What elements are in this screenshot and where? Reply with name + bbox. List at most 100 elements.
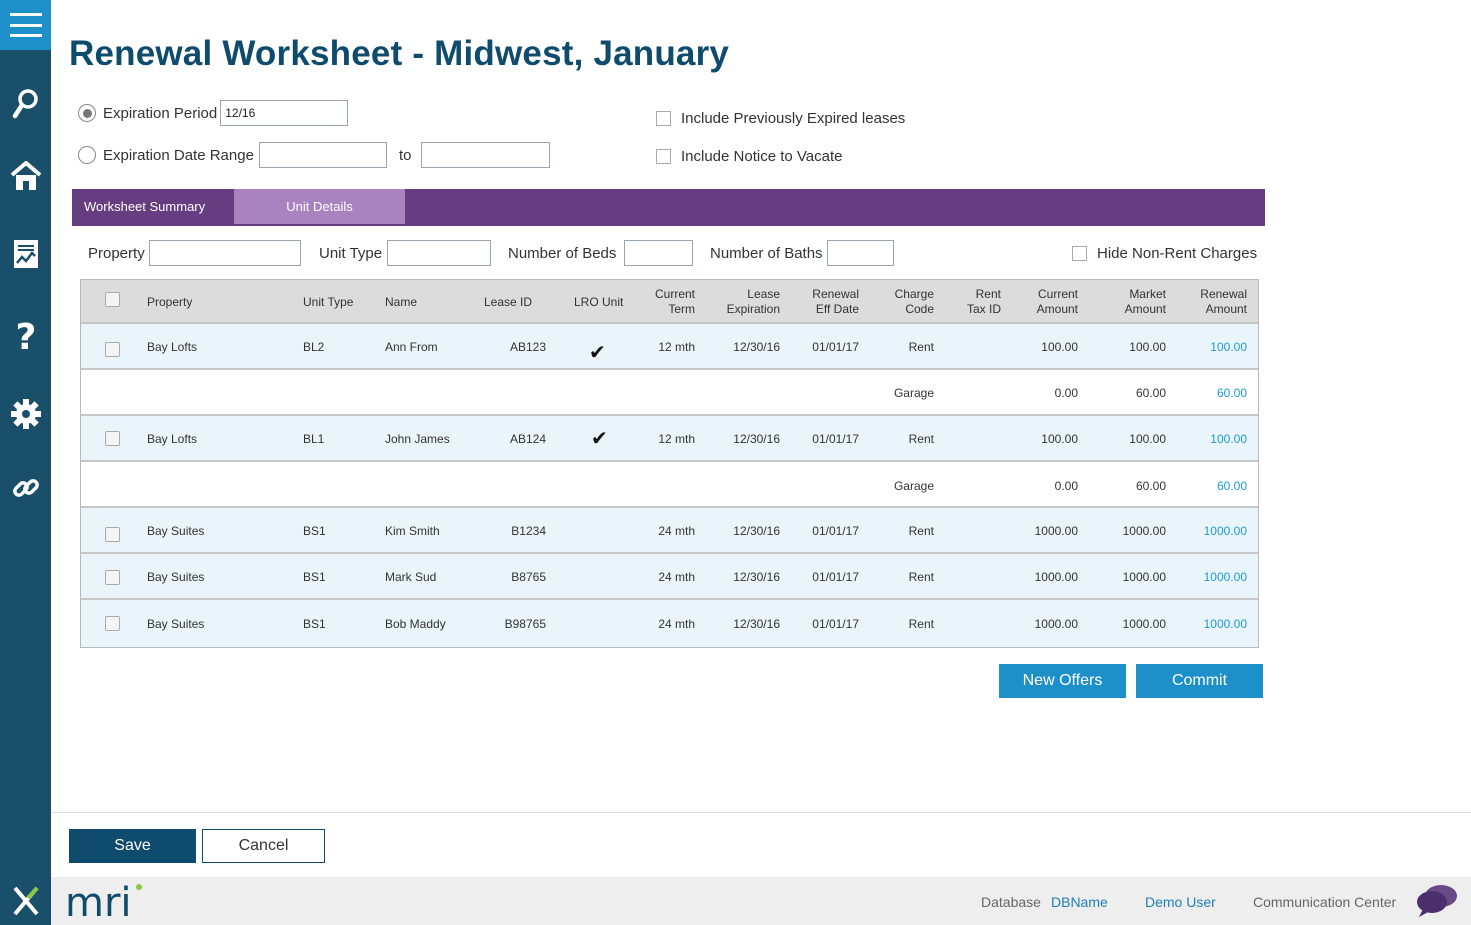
- header-renewal-amount-line1: Renewal: [1200, 287, 1247, 301]
- expiration-period-input[interactable]: [220, 100, 349, 126]
- header-charge-code[interactable]: Charge Code: [881, 287, 934, 317]
- cell-name: Kim Smith: [385, 524, 440, 538]
- header-property[interactable]: Property: [147, 295, 193, 309]
- table-row[interactable]: Bay Suites BS1 Kim Smith B1234 24 mth 12…: [81, 508, 1258, 554]
- range-start-input[interactable]: [258, 142, 387, 168]
- select-all-checkbox[interactable]: [105, 292, 120, 307]
- commit-button[interactable]: Commit: [1136, 664, 1263, 698]
- database-name-link[interactable]: DBName: [1051, 894, 1108, 910]
- unit-type-filter: Unit Type: [319, 240, 492, 266]
- table-row[interactable]: Bay Lofts BL2 Ann From AB123 ✔ 12 mth 12…: [81, 324, 1258, 370]
- cell-renewal-amount[interactable]: 100.00: [1210, 340, 1247, 354]
- header-lease-id[interactable]: Lease ID: [484, 295, 533, 309]
- lro-check-icon: ✔: [589, 342, 606, 364]
- property-filter: Property: [88, 240, 301, 266]
- footer: Database DBName Demo User Communication …: [51, 877, 1471, 925]
- save-button[interactable]: Save: [69, 829, 196, 863]
- gear-icon[interactable]: [0, 394, 51, 434]
- beds-filter-input[interactable]: [624, 240, 694, 266]
- unit-details-table: Property Unit Type Name Lease ID LRO Uni…: [80, 279, 1259, 648]
- header-current-term[interactable]: Current Term: [641, 287, 695, 317]
- baths-filter-input[interactable]: [826, 240, 894, 266]
- table-row[interactable]: Garage 0.00 60.00 60.00: [81, 462, 1258, 508]
- cell-unit-type: BS1: [303, 617, 326, 631]
- user-link[interactable]: Demo User: [1145, 894, 1216, 910]
- home-icon[interactable]: [0, 156, 51, 196]
- cell-renewal-amount[interactable]: 60.00: [1216, 386, 1247, 400]
- tab-worksheet-summary[interactable]: Worksheet Summary: [72, 189, 233, 224]
- header-lease-expiration[interactable]: Lease Expiration: [711, 287, 780, 317]
- expiration-date-range-option: Expiration Date Range to: [78, 142, 551, 168]
- expiration-date-range-radio[interactable]: [78, 146, 96, 164]
- tab-unit-details[interactable]: Unit Details: [234, 189, 405, 224]
- row-checkbox[interactable]: [105, 570, 120, 585]
- cell-current-amount: 1000.00: [1034, 524, 1078, 538]
- header-name[interactable]: Name: [385, 295, 418, 309]
- cell-renewal-amount[interactable]: 1000.00: [1203, 524, 1247, 538]
- header-current-term-line1: Current: [654, 287, 695, 301]
- cell-charge-code: Rent: [908, 432, 934, 446]
- header-rent-tax-id[interactable]: Rent Tax ID: [951, 287, 1001, 317]
- report-icon[interactable]: [0, 234, 51, 274]
- beds-filter-label: Number of Beds: [508, 244, 617, 262]
- cell-current-amount: 0.00: [1054, 479, 1078, 493]
- row-checkbox[interactable]: [105, 527, 120, 542]
- table-row[interactable]: Garage 0.00 60.00 60.00: [81, 370, 1258, 416]
- header-current-amount-line2: Amount: [1036, 302, 1078, 316]
- new-offers-button[interactable]: New Offers: [999, 664, 1126, 698]
- header-charge-code-line2: Code: [905, 302, 934, 316]
- property-filter-input[interactable]: [148, 240, 301, 266]
- header-rent-tax-id-line1: Rent: [975, 287, 1001, 301]
- cell-renewal-amount[interactable]: 1000.00: [1203, 570, 1247, 584]
- table-row[interactable]: Bay Suites BS1 Mark Sud B8765 24 mth 12/…: [81, 554, 1258, 600]
- range-end-input[interactable]: [421, 142, 551, 168]
- include-previously-expired-checkbox[interactable]: [656, 111, 671, 126]
- search-icon[interactable]: [0, 84, 51, 124]
- header-renewal-eff-date[interactable]: Renewal Eff Date: [791, 287, 859, 317]
- cell-renewal-amount[interactable]: 60.00: [1216, 479, 1247, 493]
- property-filter-label: Property: [88, 244, 145, 262]
- tab-bar: Worksheet Summary Unit Details: [72, 189, 1265, 226]
- header-lro-unit[interactable]: LRO Unit: [574, 295, 624, 309]
- include-notice-to-vacate-checkbox[interactable]: [656, 149, 671, 164]
- table-header: Property Unit Type Name Lease ID LRO Uni…: [81, 280, 1258, 324]
- chat-icon[interactable]: [1415, 883, 1459, 924]
- x-logo-icon: [0, 877, 51, 925]
- header-lease-expiration-line2: Expiration: [726, 302, 780, 316]
- page-title: Renewal Worksheet - Midwest, January: [69, 34, 730, 73]
- table-row[interactable]: Bay Suites BS1 Bob Maddy B98765 24 mth 1…: [81, 600, 1258, 647]
- header-market-amount[interactable]: Market Amount: [1111, 287, 1166, 317]
- row-checkbox[interactable]: [105, 431, 120, 446]
- cell-lease-expiration: 12/30/16: [733, 524, 780, 538]
- header-renewal-amount[interactable]: Renewal Amount: [1187, 287, 1247, 317]
- header-current-term-line2: Term: [668, 302, 695, 316]
- row-checkbox[interactable]: [105, 616, 120, 631]
- header-unit-type[interactable]: Unit Type: [303, 295, 354, 309]
- cell-market-amount: 1000.00: [1122, 617, 1166, 631]
- unit-type-filter-input[interactable]: [387, 240, 492, 266]
- header-renewal-eff-date-line1: Renewal: [812, 287, 859, 301]
- cell-current-term: 12 mth: [658, 340, 695, 354]
- help-icon[interactable]: ?: [0, 316, 51, 356]
- menu-button[interactable]: [0, 0, 51, 50]
- link-icon[interactable]: [0, 468, 51, 508]
- cell-renewal-amount[interactable]: 1000.00: [1203, 617, 1247, 631]
- cell-renewal-amount[interactable]: 100.00: [1210, 432, 1247, 446]
- expiration-period-radio[interactable]: [78, 104, 96, 122]
- expiration-date-range-label: Expiration Date Range: [103, 146, 254, 164]
- cancel-button[interactable]: Cancel: [202, 829, 325, 863]
- cell-lease-expiration: 12/30/16: [733, 570, 780, 584]
- beds-filter: Number of Beds: [508, 240, 694, 266]
- lro-check-icon: ✔: [591, 428, 608, 450]
- sidebar: ?: [0, 0, 51, 925]
- cell-property: Bay Suites: [147, 524, 205, 538]
- cell-current-term: 12 mth: [658, 432, 695, 446]
- hide-non-rent-checkbox[interactable]: [1072, 246, 1087, 261]
- row-checkbox[interactable]: [105, 342, 120, 357]
- table-row[interactable]: Bay Lofts BL1 John James AB124 ✔ 12 mth …: [81, 416, 1258, 462]
- cell-market-amount: 60.00: [1135, 479, 1166, 493]
- cell-renewal-eff-date: 01/01/17: [812, 340, 859, 354]
- header-current-amount[interactable]: Current Amount: [1021, 287, 1078, 317]
- cell-property: Bay Lofts: [147, 432, 198, 446]
- communication-center-link[interactable]: Communication Center: [1253, 894, 1397, 910]
